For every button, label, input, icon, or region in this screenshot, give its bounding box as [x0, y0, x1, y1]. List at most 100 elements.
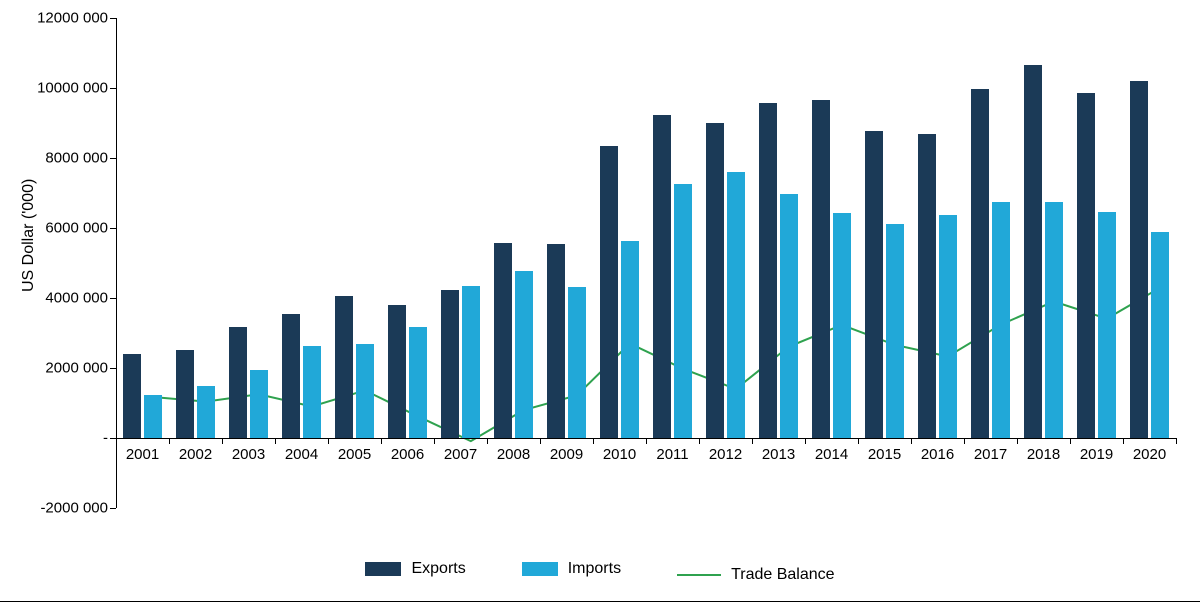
legend-item-trade_balance: Trade Balance — [677, 566, 834, 584]
exports-bar — [812, 100, 829, 438]
imports-bar — [1151, 232, 1168, 439]
imports-bar — [197, 386, 214, 438]
imports-bar — [992, 202, 1009, 438]
exports-bar — [494, 243, 511, 438]
exports-bar — [1077, 93, 1094, 438]
exports-bar — [918, 134, 935, 439]
exports-bar — [335, 296, 352, 438]
imports-bar — [568, 287, 585, 438]
x-tick-label: 2009 — [550, 438, 583, 463]
x-tick-mark — [328, 438, 329, 444]
x-tick-label: 2017 — [974, 438, 1007, 463]
imports-bar — [409, 327, 426, 438]
imports-bar — [886, 224, 903, 438]
legend-item-imports: Imports — [522, 560, 621, 578]
x-tick-mark — [805, 438, 806, 444]
exports-bar — [1024, 65, 1041, 438]
y-tick-label: 8000 000 — [45, 150, 116, 167]
exports-bar — [441, 290, 458, 438]
x-tick-mark — [1070, 438, 1071, 444]
imports-bar — [303, 346, 320, 438]
x-tick-label: 2004 — [285, 438, 318, 463]
x-tick-label: 2006 — [391, 438, 424, 463]
legend-label: Imports — [568, 560, 621, 578]
x-tick-label: 2011 — [656, 438, 688, 463]
y-tick-label: 4000 000 — [45, 290, 116, 307]
y-tick-label: 6000 000 — [45, 220, 116, 237]
imports-bar — [1098, 212, 1115, 438]
x-tick-mark — [964, 438, 965, 444]
trade-chart: -2000 000 - 2000 000 4000 000 6000 000 8000… — [0, 0, 1200, 602]
exports-bar — [229, 327, 246, 438]
x-tick-label: 2001 — [126, 438, 159, 463]
exports-bar — [1130, 81, 1147, 438]
y-axis-label: US Dollar ('000) — [20, 179, 38, 292]
x-tick-label: 2010 — [603, 438, 636, 463]
exports-bar — [388, 305, 405, 438]
exports-bar — [759, 103, 776, 438]
x-tick-label: 2002 — [179, 438, 212, 463]
x-tick-mark — [1176, 438, 1177, 444]
y-tick-label: 2000 000 — [45, 360, 116, 377]
x-tick-label: 2018 — [1027, 438, 1060, 463]
x-tick-label: 2019 — [1080, 438, 1113, 463]
y-tick-label: 12000 000 — [37, 10, 116, 27]
legend-swatch — [365, 562, 401, 576]
x-tick-label: 2016 — [921, 438, 954, 463]
imports-bar — [674, 184, 691, 438]
x-tick-mark — [1123, 438, 1124, 444]
imports-bar — [833, 213, 850, 438]
x-tick-label: 2014 — [815, 438, 848, 463]
exports-bar — [653, 115, 670, 438]
x-tick-label: 2003 — [232, 438, 265, 463]
x-tick-mark — [646, 438, 647, 444]
exports-bar — [176, 350, 193, 438]
imports-bar — [727, 172, 744, 438]
exports-bar — [971, 89, 988, 438]
exports-bar — [600, 146, 617, 438]
exports-bar — [282, 314, 299, 438]
line-series-svg — [116, 18, 1176, 508]
x-tick-label: 2008 — [497, 438, 530, 463]
y-tick-label: - — [103, 430, 116, 447]
x-tick-mark — [911, 438, 912, 444]
legend-swatch — [522, 562, 558, 576]
imports-bar — [780, 194, 797, 438]
x-tick-mark — [434, 438, 435, 444]
legend-label: Trade Balance — [731, 566, 834, 584]
x-tick-mark — [699, 438, 700, 444]
x-tick-label: 2005 — [338, 438, 371, 463]
x-tick-mark — [275, 438, 276, 444]
imports-bar — [1045, 202, 1062, 438]
imports-bar — [939, 215, 956, 438]
legend-item-exports: Exports — [365, 560, 465, 578]
x-tick-mark — [1017, 438, 1018, 444]
x-tick-mark — [593, 438, 594, 444]
plot-area: -2000 000 - 2000 0004000 0006000 0008000… — [116, 18, 1176, 508]
x-tick-mark — [487, 438, 488, 444]
x-tick-mark — [381, 438, 382, 444]
imports-bar — [621, 241, 638, 438]
x-tick-mark — [540, 438, 541, 444]
exports-bar — [865, 131, 882, 438]
legend: Exports Imports Trade Balance — [0, 560, 1200, 584]
x-tick-mark — [169, 438, 170, 444]
x-tick-label: 2015 — [868, 438, 901, 463]
imports-bar — [250, 370, 267, 438]
exports-bar — [123, 354, 140, 438]
legend-label: Exports — [411, 560, 465, 578]
legend-line-swatch — [677, 574, 721, 576]
y-tick-label: -2000 000 — [40, 500, 116, 517]
x-tick-label: 2013 — [762, 438, 795, 463]
x-tick-label: 2007 — [444, 438, 477, 463]
imports-bar — [356, 344, 373, 439]
imports-bar — [462, 286, 479, 438]
exports-bar — [547, 244, 564, 438]
x-tick-mark — [752, 438, 753, 444]
y-tick-label: 10000 000 — [37, 80, 116, 97]
x-tick-label: 2012 — [709, 438, 742, 463]
x-tick-mark — [222, 438, 223, 444]
imports-bar — [515, 271, 532, 438]
x-tick-mark — [858, 438, 859, 444]
x-tick-label: 2020 — [1133, 438, 1166, 463]
